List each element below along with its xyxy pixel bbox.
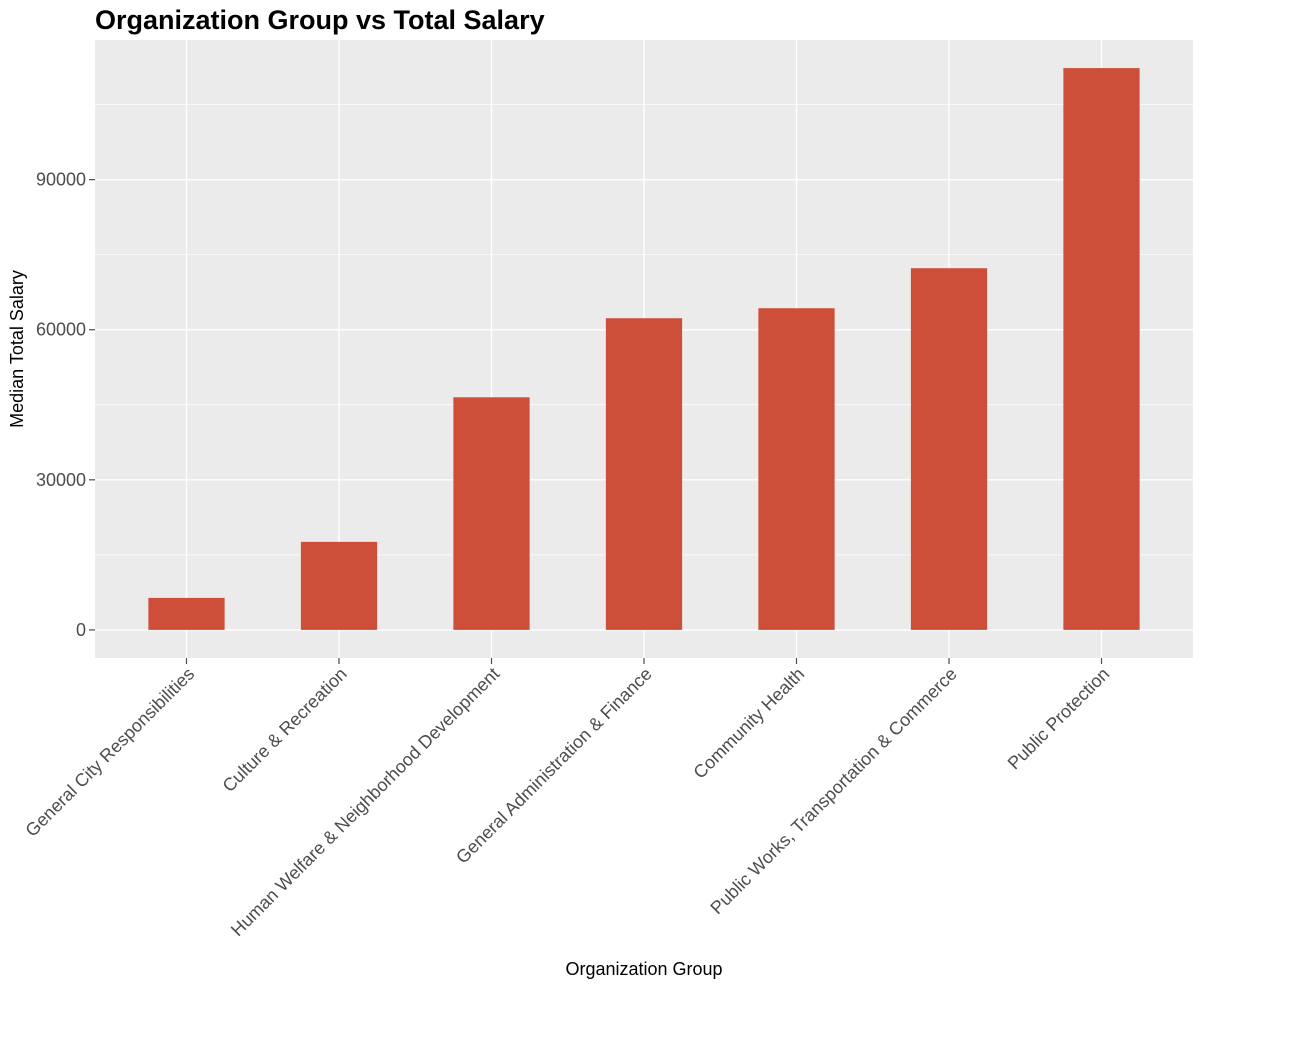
y-tick-label: 90000: [36, 170, 86, 190]
y-tick-label: 60000: [36, 320, 86, 340]
x-tick-label: Human Welfare & Neighborhood Development: [227, 664, 503, 940]
x-axis-title: Organization Group: [565, 959, 722, 979]
y-tick-label: 30000: [36, 470, 86, 490]
bar: [148, 597, 225, 630]
y-axis: 0 30000 60000 90000: [36, 170, 95, 640]
y-axis-title: Median Total Salary: [7, 270, 27, 428]
x-tick-label: Community Health: [689, 664, 808, 783]
bar: [300, 541, 378, 630]
y-tick-label: 0: [76, 620, 86, 640]
x-tick-label: General City Responsibilities: [21, 664, 198, 841]
x-tick-label: Culture & Recreation: [219, 664, 351, 796]
x-tick-label: Public Protection: [1004, 664, 1114, 774]
x-tick-label: Public Works, Transportation & Commerce: [706, 664, 960, 918]
bar: [910, 268, 988, 630]
x-axis: General City Responsibilities Culture & R…: [21, 658, 1113, 940]
bars: [148, 68, 1140, 630]
bar: [605, 318, 683, 630]
bar: [453, 397, 530, 630]
bar: [1063, 68, 1140, 630]
bar: [758, 308, 835, 630]
chart-title: Organization Group vs Total Salary: [95, 5, 545, 35]
